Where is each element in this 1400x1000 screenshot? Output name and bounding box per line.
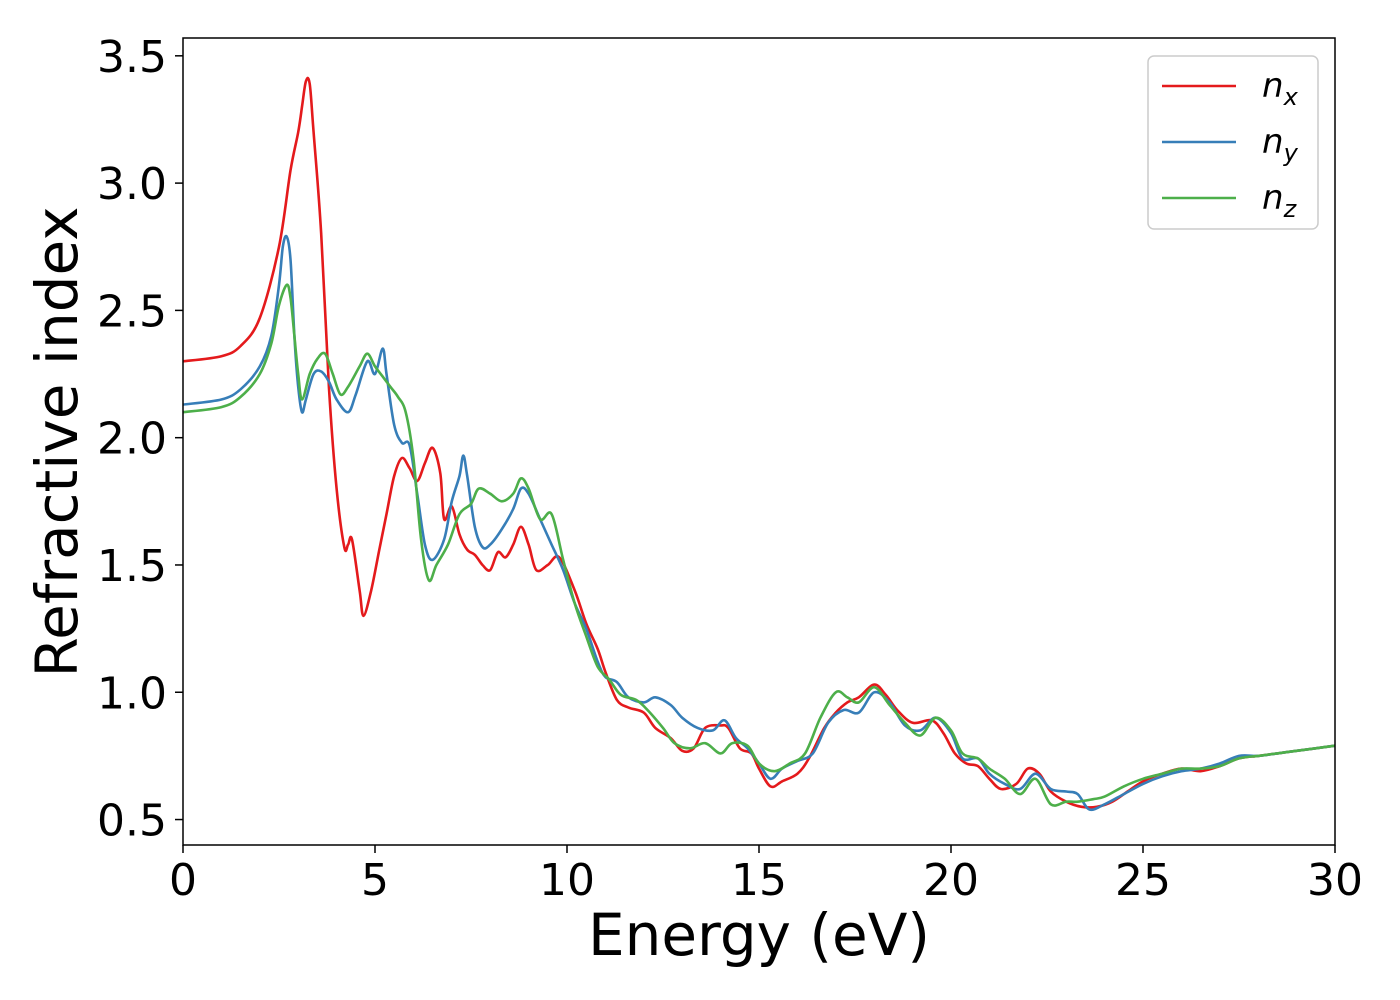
x-axis: 0 5 10 15 20 25 30 (169, 845, 1363, 906)
series-layer (182, 76, 1336, 812)
x-tick-label: 0 (169, 855, 197, 906)
y-tick-label: 2.5 (97, 286, 167, 337)
x-tick-label: 25 (1115, 855, 1171, 906)
y-tick-label: 0.5 (97, 796, 167, 847)
y-axis: 0.5 1.0 1.5 2.0 2.5 3.0 3.5 (97, 32, 183, 847)
series-line-nz (182, 283, 1336, 807)
y-tick-label: 3.0 (97, 159, 167, 210)
y-tick-label: 1.0 (97, 668, 167, 719)
y-tick-label: 3.5 (97, 32, 167, 83)
x-tick-label: 30 (1307, 855, 1363, 906)
legend-label-nx: nx (1262, 66, 1299, 111)
y-tick-label: 1.5 (97, 541, 167, 592)
x-tick-label: 20 (923, 855, 979, 906)
legend-label-ny: ny (1262, 122, 1299, 167)
x-tick-label: 15 (731, 855, 787, 906)
legend-entries: nx ny nz (1162, 66, 1299, 223)
x-axis-label: Energy (eV) (588, 901, 930, 969)
x-tick-label: 10 (539, 855, 595, 906)
legend: nx ny nz (1147, 55, 1319, 230)
y-tick-label: 2.0 (97, 414, 167, 465)
legend-label-nz: nz (1262, 178, 1298, 223)
x-tick-label: 5 (361, 855, 389, 906)
y-axis-label: Refractive index (23, 206, 91, 677)
